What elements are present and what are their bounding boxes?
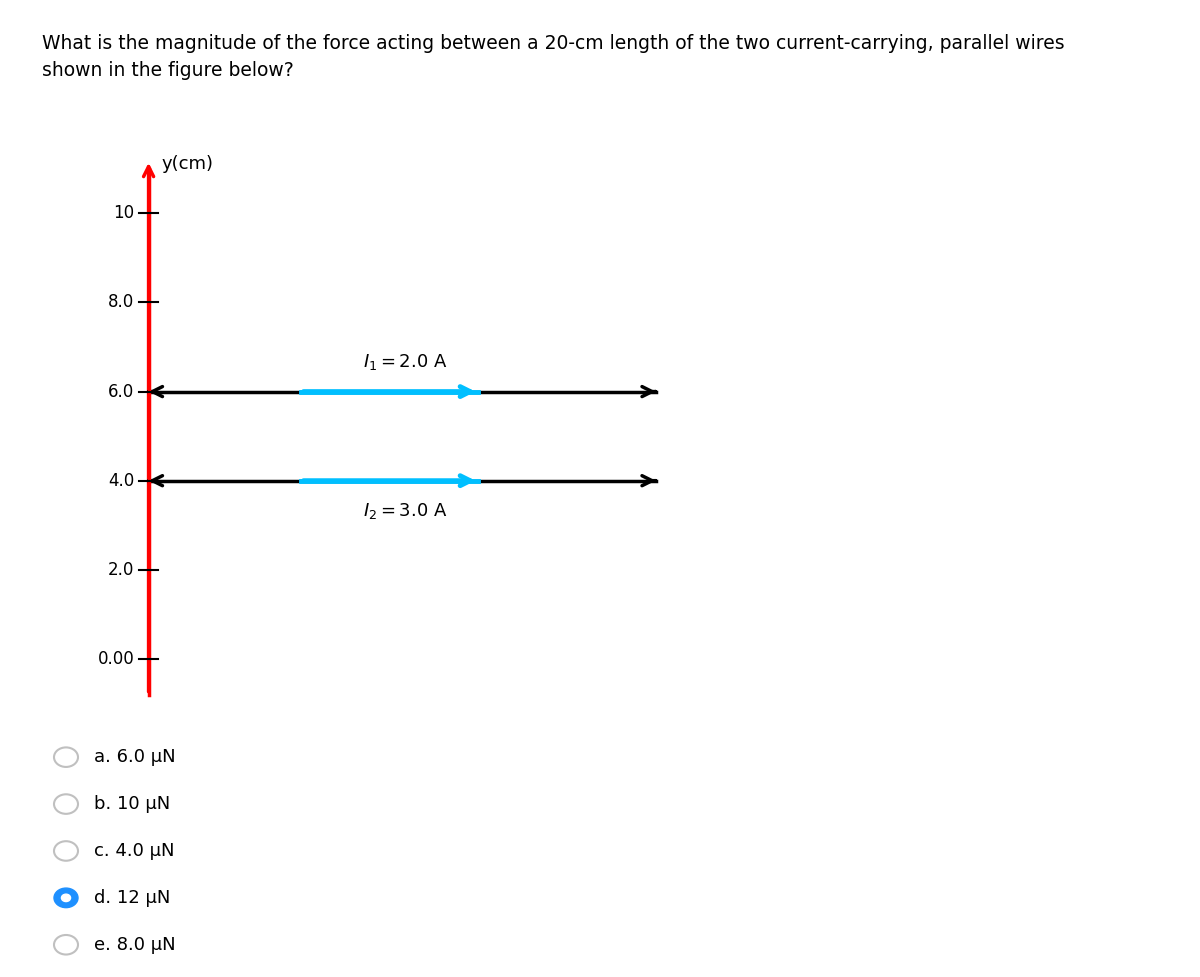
- Text: shown in the figure below?: shown in the figure below?: [42, 61, 294, 79]
- Text: 6.0: 6.0: [108, 383, 134, 401]
- Text: b. 10 μN: b. 10 μN: [94, 795, 170, 813]
- Text: a. 6.0 μN: a. 6.0 μN: [94, 748, 175, 766]
- Text: 8.0: 8.0: [108, 293, 134, 312]
- Text: c. 4.0 μN: c. 4.0 μN: [94, 842, 174, 860]
- Text: 0.00: 0.00: [97, 650, 134, 668]
- Text: 2.0: 2.0: [108, 561, 134, 578]
- Text: $I_1 = 2.0$ A: $I_1 = 2.0$ A: [362, 352, 448, 371]
- Text: y(cm): y(cm): [161, 155, 214, 174]
- Text: 10: 10: [113, 204, 134, 223]
- Text: d. 12 μN: d. 12 μN: [94, 889, 170, 907]
- Text: e. 8.0 μN: e. 8.0 μN: [94, 936, 175, 954]
- Text: $I_2 = 3.0$ A: $I_2 = 3.0$ A: [362, 501, 448, 521]
- Text: 4.0: 4.0: [108, 472, 134, 489]
- Text: What is the magnitude of the force acting between a 20-cm length of the two curr: What is the magnitude of the force actin…: [42, 34, 1064, 53]
